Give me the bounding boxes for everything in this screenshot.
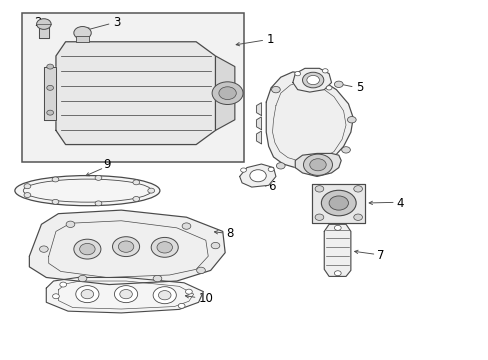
Text: 2: 2 <box>34 16 42 29</box>
Circle shape <box>196 267 205 274</box>
Text: 7: 7 <box>377 249 384 262</box>
Circle shape <box>325 86 331 90</box>
Circle shape <box>153 275 162 282</box>
Polygon shape <box>256 131 261 144</box>
Circle shape <box>353 186 362 192</box>
Circle shape <box>52 177 59 182</box>
Circle shape <box>52 199 59 204</box>
Text: 9: 9 <box>103 158 110 171</box>
Circle shape <box>276 163 285 169</box>
Polygon shape <box>39 24 49 38</box>
Circle shape <box>76 285 99 303</box>
Circle shape <box>322 69 327 73</box>
Circle shape <box>347 117 355 123</box>
Circle shape <box>306 76 319 85</box>
Circle shape <box>24 193 31 198</box>
Text: 4: 4 <box>396 197 404 210</box>
Polygon shape <box>44 67 56 120</box>
Circle shape <box>328 196 348 210</box>
Circle shape <box>314 214 323 220</box>
Circle shape <box>118 241 134 252</box>
Circle shape <box>182 223 190 229</box>
Circle shape <box>37 19 51 30</box>
Circle shape <box>353 214 362 220</box>
Polygon shape <box>295 153 341 176</box>
Circle shape <box>314 164 323 170</box>
Circle shape <box>271 86 280 93</box>
Text: 10: 10 <box>198 292 213 305</box>
Circle shape <box>147 188 154 193</box>
Circle shape <box>81 289 94 299</box>
Circle shape <box>219 87 236 100</box>
Circle shape <box>334 81 343 87</box>
Text: 3: 3 <box>112 16 120 29</box>
Circle shape <box>314 186 323 192</box>
Circle shape <box>212 82 243 104</box>
Circle shape <box>74 239 101 259</box>
Circle shape <box>24 184 31 189</box>
Circle shape <box>151 238 178 257</box>
Polygon shape <box>56 42 215 145</box>
Bar <box>76 36 89 42</box>
Circle shape <box>47 85 53 90</box>
Polygon shape <box>29 210 224 284</box>
Polygon shape <box>256 103 261 116</box>
Circle shape <box>95 175 102 180</box>
Circle shape <box>298 72 306 78</box>
Text: 8: 8 <box>225 228 233 240</box>
Polygon shape <box>215 56 234 130</box>
Polygon shape <box>256 117 261 130</box>
Circle shape <box>112 237 139 257</box>
Circle shape <box>133 180 140 185</box>
Circle shape <box>240 168 246 172</box>
Circle shape <box>74 27 91 39</box>
Polygon shape <box>311 184 365 222</box>
Circle shape <box>60 282 66 287</box>
Polygon shape <box>265 72 352 168</box>
Circle shape <box>211 242 220 249</box>
Circle shape <box>66 221 75 228</box>
Circle shape <box>294 72 300 76</box>
Circle shape <box>321 190 355 216</box>
Circle shape <box>47 64 53 69</box>
Circle shape <box>158 291 171 300</box>
Polygon shape <box>292 68 331 92</box>
Circle shape <box>80 243 95 255</box>
Text: 1: 1 <box>265 33 273 46</box>
Circle shape <box>40 246 48 252</box>
Text: 6: 6 <box>267 180 275 193</box>
Circle shape <box>114 285 138 303</box>
Circle shape <box>249 170 265 182</box>
Polygon shape <box>324 224 350 276</box>
Polygon shape <box>46 278 203 313</box>
Circle shape <box>133 197 140 202</box>
Circle shape <box>267 167 273 171</box>
Circle shape <box>78 275 87 282</box>
Text: 5: 5 <box>355 81 362 94</box>
Circle shape <box>334 271 341 276</box>
Polygon shape <box>239 164 275 187</box>
Circle shape <box>53 294 59 299</box>
Ellipse shape <box>15 176 160 206</box>
Bar <box>22 13 244 162</box>
Circle shape <box>95 201 102 206</box>
Circle shape <box>185 289 192 294</box>
Circle shape <box>303 154 332 175</box>
Circle shape <box>309 159 325 171</box>
Circle shape <box>341 147 350 153</box>
Circle shape <box>157 242 172 253</box>
Circle shape <box>153 287 176 304</box>
Circle shape <box>120 289 132 299</box>
Circle shape <box>334 225 341 230</box>
Circle shape <box>302 72 323 88</box>
Circle shape <box>47 110 53 115</box>
Circle shape <box>178 303 184 308</box>
